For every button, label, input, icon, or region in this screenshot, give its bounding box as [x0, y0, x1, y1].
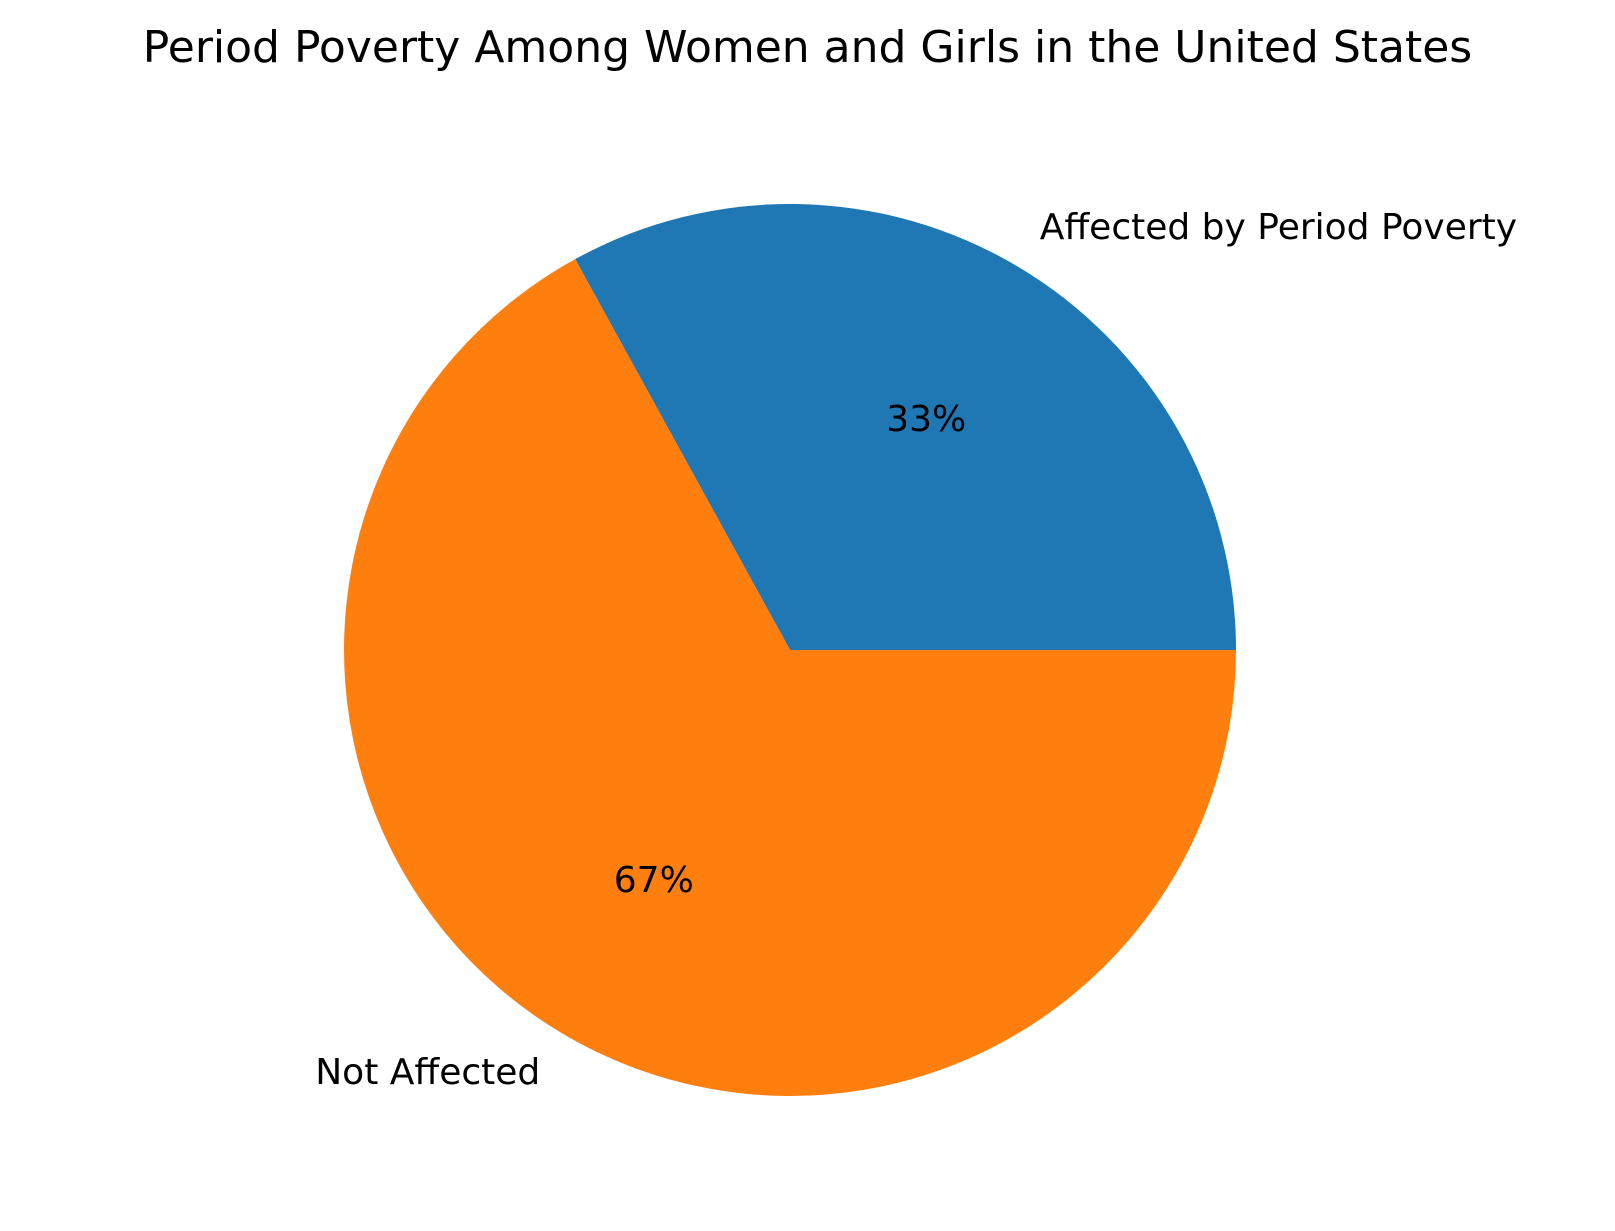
pie-slice-1 — [575, 204, 1236, 650]
slice-label-1: Affected by Period Poverty — [1040, 207, 1517, 248]
pie-labels: Affected by Period Poverty 33% Not Affecte… — [315, 207, 1517, 1093]
slice-label-2: Not Affected — [315, 1052, 540, 1093]
pie-slice-2 — [344, 259, 1236, 1096]
chart-title: Period Poverty Among Women and Girls in … — [142, 22, 1473, 73]
slice-percent-1: 33% — [886, 399, 966, 440]
slice-percent-2: 67% — [614, 860, 694, 901]
pie-slices — [344, 204, 1236, 1096]
